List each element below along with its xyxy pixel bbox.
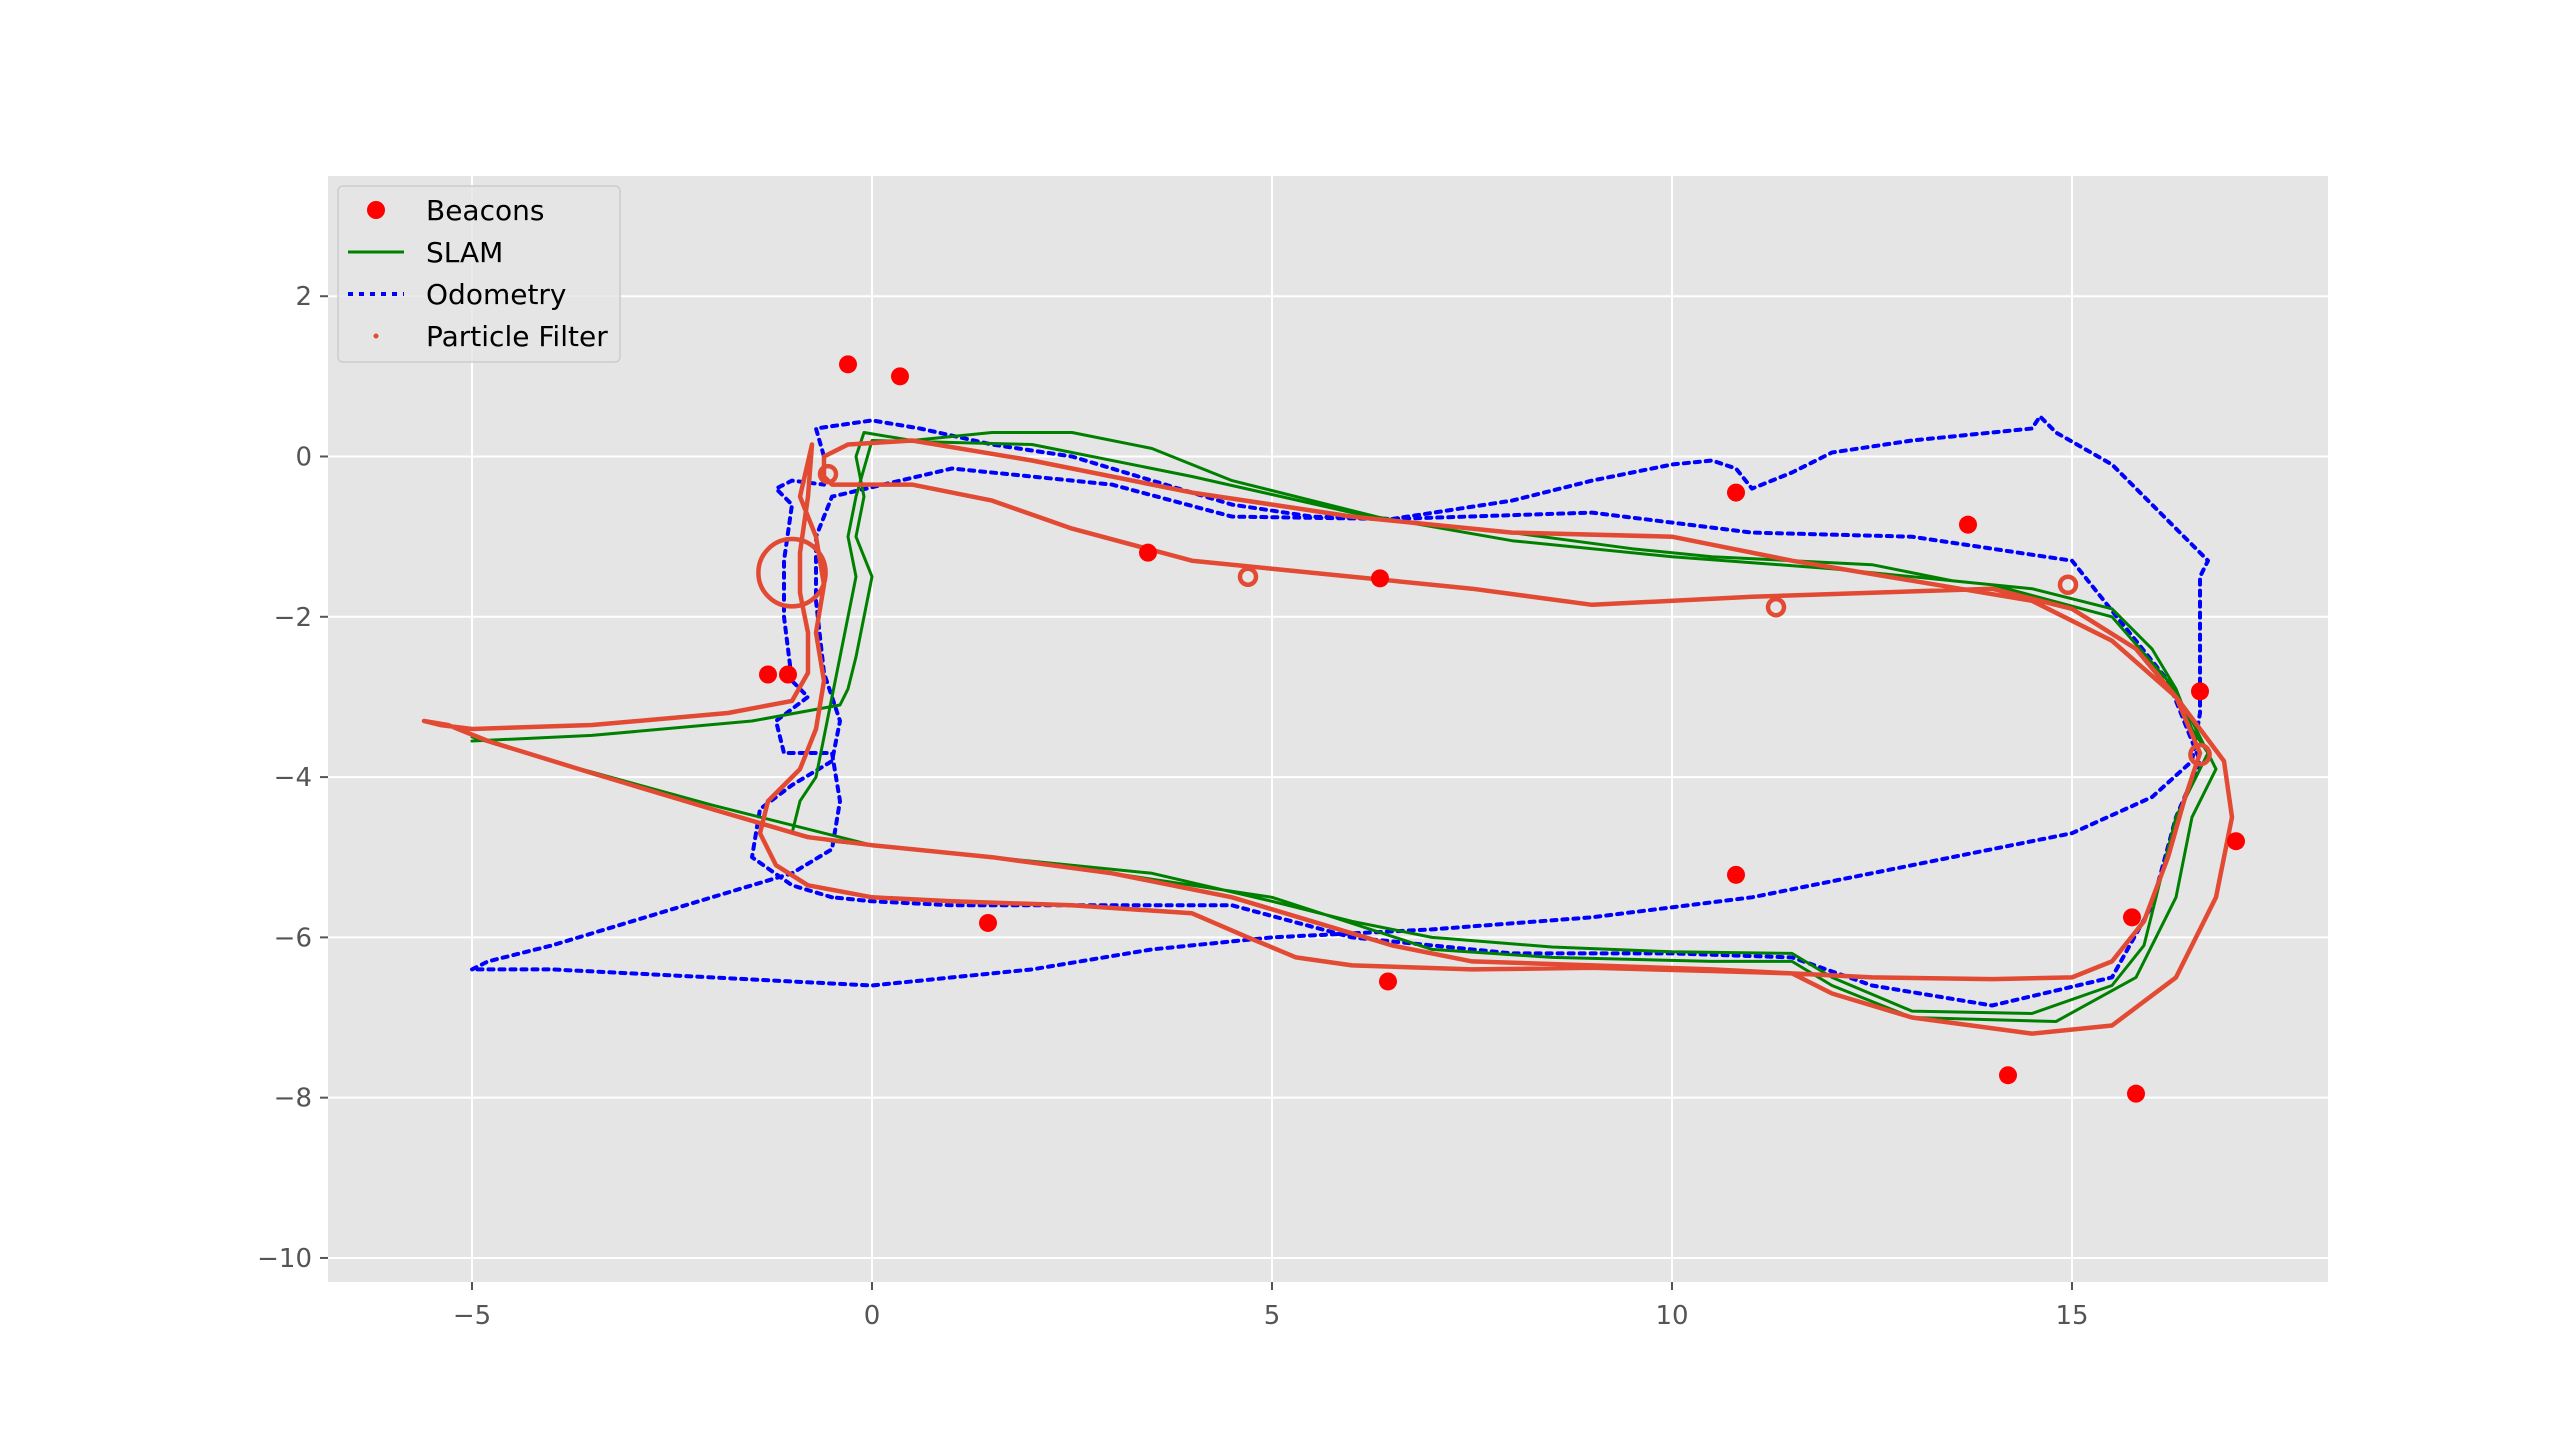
y-tick-label: −4 xyxy=(274,763,312,793)
legend-label-slam: SLAM xyxy=(426,236,503,269)
particle-filter-loop xyxy=(2057,574,2079,596)
y-tick-label: −6 xyxy=(274,923,312,953)
y-tick-label: 2 xyxy=(295,282,312,312)
y-tick-label: −2 xyxy=(274,603,312,633)
beacon-point xyxy=(1999,1066,2017,1085)
x-tick-label: 5 xyxy=(1264,1301,1281,1331)
beacon-point xyxy=(779,665,797,684)
beacon-point xyxy=(1371,569,1389,588)
particle-filter-path xyxy=(421,438,2235,1036)
beacon-point xyxy=(1139,543,1157,562)
y-tick-label: −8 xyxy=(274,1084,312,1114)
x-tick-label: 0 xyxy=(864,1301,881,1331)
grid xyxy=(328,176,2328,1282)
legend-beacons-marker xyxy=(367,201,385,219)
x-tick-label: 15 xyxy=(2055,1301,2088,1331)
legend: Beacons SLAM Odometry Particle Filter xyxy=(337,185,621,363)
particle-filter-loop xyxy=(817,463,839,485)
y-tick-label: 0 xyxy=(295,443,312,473)
particle-filter-loop xyxy=(1237,566,1259,587)
slam-path xyxy=(470,431,2218,1023)
beacon-point xyxy=(759,665,777,684)
y-tick-label: −10 xyxy=(257,1244,312,1274)
series-layer xyxy=(421,355,2245,1103)
beacon-point xyxy=(1727,865,1745,884)
beacon-point xyxy=(891,367,909,386)
beacon-point xyxy=(2227,832,2245,851)
plot-area xyxy=(328,176,2328,1282)
beacon-point xyxy=(839,355,857,374)
odometry-loop2-path xyxy=(750,466,2202,1008)
legend-label-beacons: Beacons xyxy=(426,194,544,227)
beacon-point xyxy=(1727,483,1745,502)
beacon-point xyxy=(1379,972,1397,991)
odometry-path xyxy=(470,414,2210,988)
legend-label-particle-filter: Particle Filter xyxy=(426,320,608,353)
particle-filter-loop xyxy=(756,536,828,609)
beacon-point xyxy=(979,913,997,932)
legend-box xyxy=(337,185,621,363)
beacon-point xyxy=(2191,682,2209,701)
legend-label-odometry: Odometry xyxy=(426,278,567,311)
beacon-point xyxy=(1959,515,1977,534)
x-tick-label: 10 xyxy=(1655,1301,1688,1331)
particle-filter-loop xyxy=(1765,596,1787,618)
beacon-point xyxy=(2127,1084,2145,1103)
x-tick-label: −5 xyxy=(453,1301,491,1331)
particle-filter-loop xyxy=(2188,742,2212,767)
beacon-point xyxy=(2123,908,2141,927)
legend-particle-filter-marker xyxy=(373,333,379,339)
